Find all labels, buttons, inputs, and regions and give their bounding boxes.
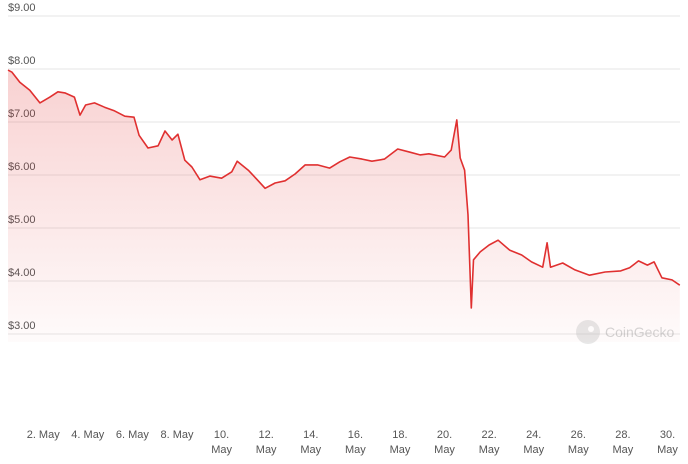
x-tick-label: 4. May — [71, 429, 105, 441]
x-tick-label: 2. May — [26, 429, 60, 441]
watermark: CoinGecko — [576, 320, 674, 344]
x-tick-label: 24. May — [523, 429, 545, 456]
watermark-logo-eye — [588, 326, 594, 332]
price-line — [7, 69, 681, 309]
x-tick-label: 10. May — [211, 429, 232, 456]
x-tick-label: 28. May — [612, 429, 634, 456]
x-tick-label: 18. May — [389, 429, 411, 456]
x-tick-label: 20. May — [434, 429, 455, 456]
x-tick-label: 14. May — [300, 429, 322, 456]
x-tick-label: 22. May — [478, 429, 500, 456]
x-tick-label: 30. May — [657, 429, 678, 456]
watermark-text: CoinGecko — [605, 324, 674, 340]
x-tick-label: 6. May — [115, 429, 149, 441]
price-area — [8, 70, 680, 342]
x-tick-label: 16. May — [344, 429, 366, 456]
x-tick-label: 12. May — [255, 429, 277, 456]
x-tick-label: 8. May — [160, 429, 194, 441]
y-tick-label: $8.00 — [8, 55, 36, 67]
x-tick-label: 26. May — [567, 429, 589, 456]
watermark-logo — [576, 320, 600, 344]
y-tick-label: $9.00 — [8, 2, 36, 14]
